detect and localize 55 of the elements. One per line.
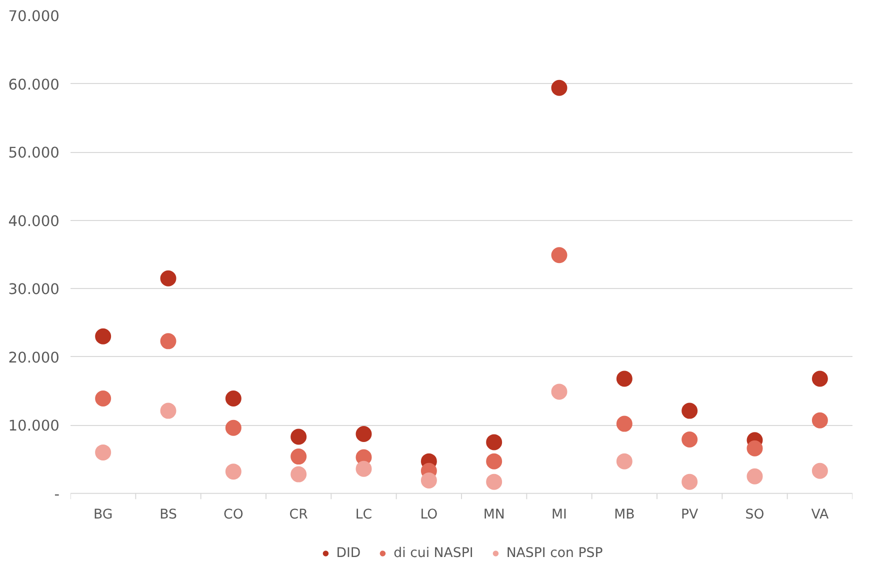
point xyxy=(746,440,763,456)
point xyxy=(486,453,502,470)
legend-label: DID xyxy=(336,546,361,560)
point xyxy=(225,464,242,480)
point xyxy=(420,472,437,488)
x-tick-label: MI xyxy=(552,507,567,522)
point xyxy=(551,80,568,96)
point xyxy=(356,426,372,442)
y-tick-label: 10.000 xyxy=(8,418,60,435)
x-tick-label: PV xyxy=(681,507,698,522)
point xyxy=(551,247,568,264)
x-tick-label: CR xyxy=(289,507,308,522)
point xyxy=(290,428,307,445)
x-tick-label: LO xyxy=(420,507,438,522)
point xyxy=(160,270,176,286)
point xyxy=(160,333,176,350)
x-tick-label: MB xyxy=(614,507,635,522)
point xyxy=(812,412,828,428)
x-tick-label: VA xyxy=(811,507,829,522)
x-tick-label: SO xyxy=(745,507,764,522)
point xyxy=(616,370,632,387)
point xyxy=(290,448,307,465)
point xyxy=(682,432,698,448)
point xyxy=(356,460,372,477)
point xyxy=(225,390,242,407)
point xyxy=(486,434,502,450)
x-tick-label: BG xyxy=(93,507,113,522)
y-tick-label: 60.000 xyxy=(8,76,60,94)
y-tick-label: - xyxy=(54,486,60,503)
point xyxy=(95,444,112,460)
legend-label: NASPI con PSP xyxy=(506,546,603,560)
y-tick-label: 70.000 xyxy=(8,8,60,25)
y-tick-label: 50.000 xyxy=(8,144,60,162)
point xyxy=(551,384,568,400)
y-tick-label: 40.000 xyxy=(8,212,60,230)
point xyxy=(746,468,763,484)
legend-label: di cui NASPI xyxy=(394,546,474,560)
point xyxy=(486,474,502,490)
point xyxy=(682,474,698,490)
point xyxy=(812,370,828,387)
x-tick-label: BS xyxy=(160,507,177,522)
point xyxy=(616,453,632,470)
point xyxy=(225,420,242,436)
y-tick-label: 30.000 xyxy=(8,281,60,298)
point xyxy=(682,402,698,419)
x-tick-label: LC xyxy=(355,507,372,522)
point xyxy=(812,462,828,479)
x-tick-label: MN xyxy=(483,507,505,522)
point xyxy=(160,402,176,419)
point xyxy=(616,416,632,432)
point xyxy=(95,390,112,407)
y-tick-label: 20.000 xyxy=(8,349,60,366)
point xyxy=(290,466,307,482)
point xyxy=(95,328,112,344)
x-tick-label: CO xyxy=(224,507,244,522)
